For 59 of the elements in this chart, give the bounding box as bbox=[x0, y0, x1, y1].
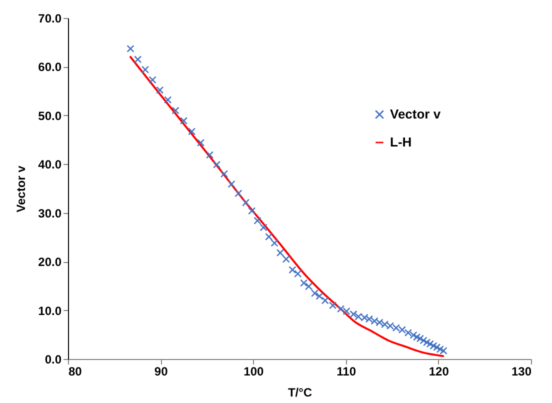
point bbox=[436, 345, 444, 354]
point bbox=[134, 56, 142, 64]
point bbox=[321, 296, 329, 304]
y-axis-title: Vector v bbox=[14, 165, 28, 212]
point bbox=[220, 170, 228, 178]
point bbox=[234, 190, 242, 198]
y-tick-label: 10.0 bbox=[38, 304, 62, 318]
point bbox=[440, 346, 448, 355]
point bbox=[206, 151, 214, 159]
point bbox=[413, 333, 421, 341]
point bbox=[242, 198, 250, 206]
point bbox=[148, 76, 156, 84]
point bbox=[164, 96, 172, 104]
legend-label: Vector v bbox=[390, 106, 442, 122]
point bbox=[300, 279, 308, 287]
x-tick-label: 90 bbox=[154, 364, 168, 378]
point bbox=[180, 116, 188, 125]
x-tick-label: 130 bbox=[511, 364, 532, 378]
point bbox=[316, 292, 324, 300]
y-tick-label: 20.0 bbox=[38, 255, 62, 270]
y-tick-label: 30.0 bbox=[38, 206, 62, 220]
point bbox=[416, 334, 424, 342]
point bbox=[228, 180, 236, 188]
point bbox=[156, 86, 164, 94]
y-tick-label: 60.0 bbox=[38, 60, 62, 74]
point bbox=[310, 289, 319, 298]
y-tick-label: 40.0 bbox=[38, 158, 62, 172]
x-tick-label: 120 bbox=[428, 364, 450, 378]
y-tick-label: 70.0 bbox=[38, 12, 62, 26]
point bbox=[304, 282, 313, 290]
point bbox=[172, 106, 180, 114]
point bbox=[420, 336, 428, 344]
point bbox=[260, 224, 268, 232]
y-tick-label: 50.0 bbox=[38, 108, 62, 123]
line-series bbox=[130, 56, 444, 358]
point bbox=[196, 138, 205, 147]
point bbox=[294, 270, 302, 278]
point bbox=[276, 248, 284, 257]
point bbox=[288, 266, 296, 274]
point bbox=[433, 343, 441, 352]
point bbox=[329, 302, 337, 310]
point bbox=[212, 160, 221, 168]
x-tick-label: 100 bbox=[244, 364, 264, 378]
point bbox=[188, 128, 196, 136]
point bbox=[430, 342, 438, 350]
x-tick-label: 110 bbox=[336, 364, 356, 378]
point bbox=[270, 239, 278, 247]
point bbox=[126, 44, 134, 52]
y-tick-label: 0.0 bbox=[44, 352, 62, 366]
point bbox=[248, 207, 256, 215]
point bbox=[282, 255, 290, 263]
point bbox=[254, 216, 262, 224]
point bbox=[265, 232, 273, 241]
x-tick-label: 80 bbox=[68, 364, 82, 378]
legend-label: L-H bbox=[390, 134, 412, 150]
point bbox=[141, 66, 150, 74]
x-axis-title: T/°C bbox=[288, 386, 312, 400]
point bbox=[426, 340, 434, 348]
point bbox=[423, 338, 431, 346]
